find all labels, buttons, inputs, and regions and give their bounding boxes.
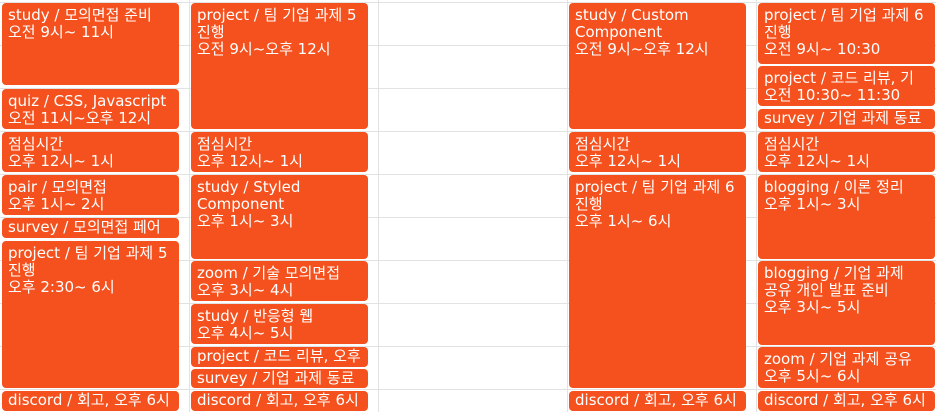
event-title: study / Styled Component [197,179,301,213]
calendar-event[interactable]: project / 팀 기업 과제 5 진행 오전 9시~오후 12시 [191,3,368,129]
calendar-event[interactable]: project / 코드 리뷰, 오후 [191,347,368,367]
event-title: survey / 기업 과제 동료 [197,370,355,387]
hour-line [0,303,936,304]
event-time: 오후 1시~ 3시 [764,196,861,213]
calendar-event[interactable]: blogging / 기업 과제 공유 개인 발표 준비 오후 3시~ 5시 [758,261,935,345]
calendar-event[interactable]: 점심시간 오후 12시~ 1시 [2,132,179,172]
hour-line [0,174,936,175]
event-title: survey / 기업 과제 동료 [764,110,922,127]
event-time: 오전 11시~오후 12시 [8,110,152,127]
event-time: 오후 5시~ 6시 [764,368,861,385]
day-divider [189,0,190,412]
event-title: blogging / 기업 과제 공유 개인 발표 준비 [764,265,904,299]
event-title: project / 팀 기업 과제 6 진행 [575,179,735,213]
calendar-event[interactable]: quiz / CSS, Javascript 오전 11시~오후 12시 [2,89,179,129]
event-title: project / 팀 기업 과제 6 진행 [764,7,924,41]
event-title: zoom / 기술 모의면접 [197,265,340,282]
event-time: 오후 2:30~ 6시 [8,279,115,296]
calendar-event[interactable]: zoom / 기술 모의면접 오후 3시~ 4시 [191,261,368,301]
calendar-event[interactable]: project / 팀 기업 과제 6 진행 오전 9시~ 10:30 [758,3,935,64]
calendar-event[interactable]: 점심시간 오후 12시~ 1시 [191,132,368,172]
event-time: 오후 12시~ 1시 [8,153,114,170]
calendar-event[interactable]: discord / 회고, 오후 6시 [191,391,368,411]
event-title: pair / 모의면접 [8,179,107,196]
calendar-event[interactable]: study / 모의면접 준비 오전 9시~ 11시 [2,3,179,85]
event-title: project / 코드 리뷰, 기 [764,70,914,87]
calendar-event[interactable]: study / 반응형 웹 오후 4시~ 5시 [191,304,368,344]
hour-line [0,88,936,89]
event-title: study / 반응형 웹 [197,308,314,325]
calendar-event[interactable]: study / Styled Component 오후 1시~ 3시 [191,175,368,259]
hour-line [0,346,936,347]
calendar-event[interactable]: 점심시간 오후 12시~ 1시 [758,132,935,172]
event-time: 오후 12시~ 1시 [764,153,870,170]
event-time: 오후 3시~ 4시 [197,282,294,299]
calendar-event[interactable]: survey / 기업 과제 동료 [191,369,368,388]
day-divider [756,0,757,412]
calendar-event[interactable]: survey / 기업 과제 동료 [758,109,935,129]
calendar-event[interactable]: discord / 회고, 오후 6시 [569,391,746,411]
event-title: 점심시간 [8,136,64,153]
calendar-event[interactable]: project / 팀 기업 과제 5 진행 오후 2:30~ 6시 [2,241,179,388]
event-title: survey / 모의면접 페어 [8,219,161,236]
calendar-event[interactable]: zoom / 기업 과제 공유 오후 5시~ 6시 [758,347,935,388]
day-divider [567,0,568,412]
event-title: blogging / 이론 정리 [764,179,904,196]
event-title: discord / 회고, 오후 6시 [764,392,926,409]
event-time: 오전 9시~오후 12시 [197,41,331,58]
event-time: 오후 1시~ 6시 [575,213,672,230]
calendar-event[interactable]: 점심시간 오후 12시~ 1시 [569,132,746,172]
calendar-event[interactable]: study / Custom Component 오전 9시~오후 12시 [569,3,746,129]
hour-line [0,260,936,261]
event-title: project / 팀 기업 과제 5 진행 [197,7,357,41]
event-time: 오후 12시~ 1시 [575,153,681,170]
calendar-event[interactable]: discord / 회고, 오후 6시 [2,391,179,411]
hour-line [0,2,936,3]
event-time: 오전 10:30~ 11:30 [764,87,901,104]
event-title: study / Custom Component [575,7,689,41]
event-time: 오후 12시~ 1시 [197,153,303,170]
hour-line [0,217,936,218]
event-title: quiz / CSS, Javascript [8,93,167,110]
calendar-event[interactable]: survey / 모의면접 페어 [2,218,179,238]
event-time: 오전 9시~오후 12시 [575,41,709,58]
event-title: study / 모의면접 준비 [8,7,152,24]
calendar-event[interactable]: discord / 회고, 오후 6시 [758,391,935,411]
hour-line [0,45,936,46]
event-title: 점심시간 [197,136,253,153]
event-title: project / 팀 기업 과제 5 진행 [8,245,168,279]
event-time: 오후 1시~ 3시 [197,213,294,230]
calendar-event[interactable]: project / 팀 기업 과제 6 진행 오후 1시~ 6시 [569,175,746,388]
event-title: discord / 회고, 오후 6시 [197,392,359,409]
event-title: project / 코드 리뷰, 오후 [197,348,361,365]
event-time: 오후 1시~ 2시 [8,196,105,213]
day-divider [378,0,379,412]
event-time: 오후 4시~ 5시 [197,325,294,342]
event-time: 오전 9시~ 10:30 [764,41,881,58]
calendar-event[interactable]: pair / 모의면접 오후 1시~ 2시 [2,175,179,215]
event-title: 점심시간 [764,136,820,153]
hour-line [0,131,936,132]
event-title: zoom / 기업 과제 공유 [764,351,912,368]
event-time: 오전 9시~ 11시 [8,24,114,41]
event-time: 오후 3시~ 5시 [764,299,861,316]
calendar-event[interactable]: blogging / 이론 정리 오후 1시~ 3시 [758,175,935,259]
event-title: discord / 회고, 오후 6시 [8,392,170,409]
calendar-event[interactable]: project / 코드 리뷰, 기 오전 10:30~ 11:30 [758,66,935,106]
event-title: 점심시간 [575,136,631,153]
hour-line [0,389,936,390]
event-title: discord / 회고, 오후 6시 [575,392,737,409]
